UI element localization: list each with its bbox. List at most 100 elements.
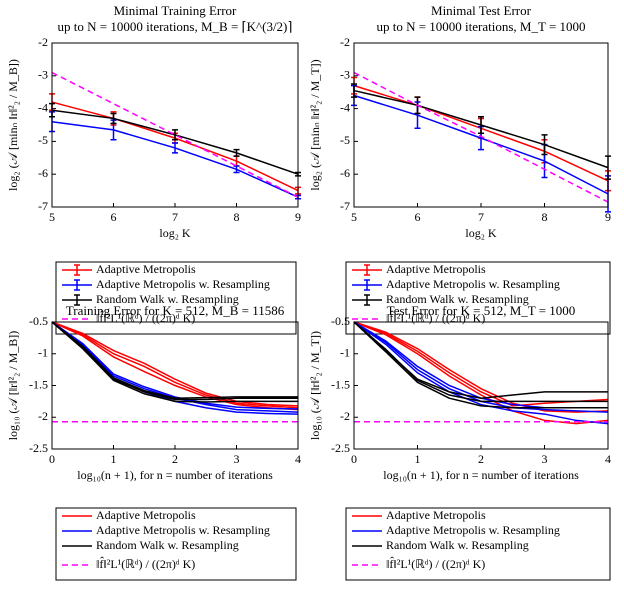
run-line <box>353 321 608 409</box>
legend-label: Random Walk w. Resampling <box>96 538 239 552</box>
legend-swatch-errorbar <box>364 294 370 306</box>
x-tick-label: 2 <box>172 452 178 466</box>
run-line <box>353 321 608 403</box>
legend-label: Adaptive Metropolis <box>96 262 196 276</box>
y-tick-label: -3 <box>340 68 350 82</box>
legend-swatch-errorbar <box>364 279 370 291</box>
legend-label: Random Walk w. Resampling <box>96 292 239 306</box>
legend-label: Adaptive Metropolis <box>386 262 486 276</box>
legend-box <box>55 507 297 581</box>
legend-box <box>345 507 611 581</box>
x-tick-label: 5 <box>351 210 357 224</box>
run-line <box>51 321 299 410</box>
x-tick-label: 5 <box>49 210 55 224</box>
y-tick-label: -1 <box>340 346 350 360</box>
y-tick-label: -3 <box>38 68 48 82</box>
legend-label: Random Walk w. Resampling <box>386 538 529 552</box>
x-tick-label: 7 <box>172 210 178 224</box>
y-tick-label: -4 <box>38 100 48 114</box>
chart-title: Minimal Training Error <box>114 3 237 18</box>
legend-label: Adaptive Metropolis w. Resampling <box>386 277 560 291</box>
x-tick-label: 4 <box>605 452 611 466</box>
plot-frame <box>51 321 299 450</box>
plot-frame <box>353 42 609 208</box>
y-tick-label: -7 <box>38 199 48 213</box>
y-tick-label: -5 <box>340 133 350 147</box>
run-line <box>51 321 299 409</box>
y-tick-label: -1 <box>38 346 48 360</box>
x-tick-label: 6 <box>415 210 421 224</box>
y-axis-label: log₁₀ (𝒜 [‖r‖²₂ / M_B]) <box>6 331 20 441</box>
run-line <box>51 321 298 399</box>
legend-label: ‖f̂‖²L¹(ℝᵈ) / ((2π)ᵈ K) <box>96 310 195 325</box>
error-bar <box>478 116 484 134</box>
legend-swatch-errorbar <box>364 264 370 276</box>
x-axis-label: log₁₀(n + 1), for n = number of iteratio… <box>77 468 273 482</box>
y-tick-label: -2 <box>38 409 48 423</box>
run-line <box>353 321 609 413</box>
legend-label: ‖f̂‖²L¹(ℝᵈ) / ((2π)ᵈ K) <box>386 556 485 571</box>
x-tick-label: 9 <box>295 210 301 224</box>
run-line <box>353 321 609 425</box>
error-bar <box>172 129 178 141</box>
x-tick-label: 9 <box>605 210 611 224</box>
run-line <box>51 321 299 407</box>
legend-swatch-errorbar <box>74 294 80 306</box>
x-tick-label: 3 <box>234 452 240 466</box>
x-tick-label: 6 <box>111 210 117 224</box>
chart-subtitle: up to N = 10000 iterations, M_B = ⌈K^(3/… <box>58 19 293 34</box>
y-tick-label: -2 <box>38 35 48 49</box>
y-axis-label: log₂ (𝒜 [minₙ ‖r‖²₂ / M_T]) <box>308 59 322 190</box>
x-tick-label: 3 <box>542 452 548 466</box>
legend-label: Adaptive Metropolis w. Resampling <box>96 277 270 291</box>
legend-swatch-errorbar <box>74 264 80 276</box>
x-axis-label: log₂ K <box>465 226 497 240</box>
y-axis-label: log₁₀ (𝒜 [‖r‖²₂ / M_T]) <box>308 331 322 440</box>
x-tick-label: 0 <box>49 452 55 466</box>
y-tick-label: -2 <box>340 35 350 49</box>
y-tick-label: -6 <box>340 166 350 180</box>
run-line <box>51 321 299 415</box>
x-tick-label: 1 <box>111 452 117 466</box>
y-tick-label: -7 <box>340 199 350 213</box>
y-tick-label: -5 <box>38 133 48 147</box>
chart-subtitle: up to N = 10000 iterations, M_T = 1000 <box>376 19 585 34</box>
run-line <box>51 321 298 401</box>
error-bar <box>541 134 548 156</box>
legend-label: Adaptive Metropolis w. Resampling <box>386 523 560 537</box>
legend-label: ‖f̂‖²L¹(ℝᵈ) / ((2π)ᵈ K) <box>386 310 485 325</box>
legend-label: Adaptive Metropolis <box>386 508 486 522</box>
reference-line <box>51 71 299 198</box>
chart-title: Training Error for K = 512, M_B = 11586 <box>66 303 285 318</box>
y-tick-label: -2.5 <box>29 441 48 455</box>
x-tick-label: 0 <box>351 452 357 466</box>
legend-label: Adaptive Metropolis w. Resampling <box>96 523 270 537</box>
x-tick-label: 7 <box>478 210 484 224</box>
y-tick-label: -1.5 <box>29 377 48 391</box>
run-line <box>51 321 298 403</box>
error-bar <box>110 112 117 125</box>
reference-line <box>353 71 609 203</box>
y-tick-label: -0.5 <box>331 314 350 328</box>
legend-label: ‖f̂‖²L¹(ℝᵈ) / ((2π)ᵈ K) <box>96 556 195 571</box>
chart-title: Minimal Test Error <box>431 3 532 18</box>
y-tick-label: -2.5 <box>331 441 350 455</box>
x-axis-label: log₁₀(n + 1), for n = number of iteratio… <box>383 468 579 482</box>
y-tick-label: -4 <box>340 100 350 114</box>
x-tick-label: 8 <box>234 210 240 224</box>
run-line <box>353 321 609 425</box>
legend-label: Random Walk w. Resampling <box>386 292 529 306</box>
y-tick-label: -6 <box>38 166 48 180</box>
run-line <box>51 321 299 411</box>
plot-frame <box>51 42 299 208</box>
y-axis-label: log₂ (𝒜 [minₙ ‖r‖²₂ / M_B]) <box>6 59 20 191</box>
y-tick-label: -0.5 <box>29 314 48 328</box>
y-tick-label: -2 <box>340 409 350 423</box>
error-bar <box>233 148 240 157</box>
x-tick-label: 1 <box>415 452 421 466</box>
error-bar <box>172 142 178 154</box>
plot-frame <box>353 321 609 450</box>
run-line <box>353 321 609 407</box>
x-tick-label: 2 <box>478 452 484 466</box>
